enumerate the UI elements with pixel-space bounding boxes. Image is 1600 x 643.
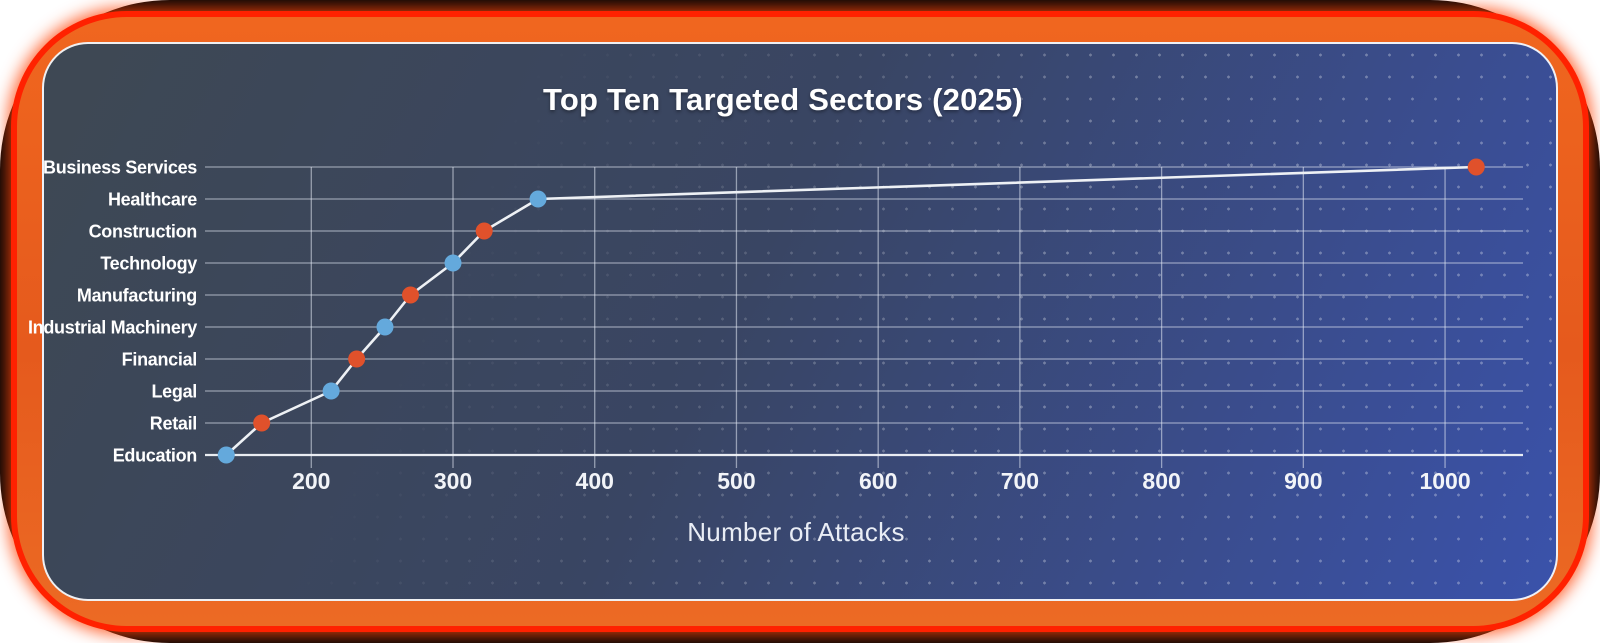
- x-tick-label-1000: 1000: [1419, 468, 1470, 494]
- x-tick-label-500: 500: [717, 468, 755, 494]
- x-tick-label-800: 800: [1142, 468, 1180, 494]
- chart-card: [42, 42, 1558, 601]
- data-point-technology: [444, 254, 462, 272]
- y-axis-label-8: Retail: [150, 414, 197, 434]
- dot-pattern-background: [44, 44, 1556, 599]
- y-axis-label-1: Healthcare: [108, 190, 197, 210]
- y-axis-label-9: Education: [113, 446, 197, 466]
- y-axis-label-6: Financial: [122, 350, 197, 370]
- x-tick-label-700: 700: [1001, 468, 1039, 494]
- data-point-legal: [322, 382, 340, 400]
- y-axis-label-5: Industrial Machinery: [28, 318, 197, 338]
- data-point-industrial-machinery: [376, 318, 394, 336]
- x-tick-label-200: 200: [292, 468, 330, 494]
- x-tick-label-300: 300: [434, 468, 472, 494]
- data-point-manufacturing: [401, 286, 419, 304]
- x-axis-title: Number of Attacks: [687, 517, 905, 547]
- data-point-business-services: [1467, 158, 1485, 176]
- data-point-financial: [348, 350, 366, 368]
- x-tick-label-900: 900: [1284, 468, 1322, 494]
- y-axis-label-0: Business Services: [43, 158, 197, 178]
- x-tick-label-600: 600: [859, 468, 897, 494]
- data-point-retail: [253, 414, 271, 432]
- chart-title: Top Ten Targeted Sectors (2025): [543, 82, 1023, 117]
- y-axis-label-4: Manufacturing: [77, 286, 197, 306]
- data-point-healthcare: [529, 190, 547, 208]
- y-axis-label-2: Construction: [89, 222, 197, 242]
- y-axis-label-3: Technology: [100, 254, 197, 274]
- data-point-education: [217, 446, 235, 464]
- y-axis-label-7: Legal: [151, 382, 197, 402]
- x-tick-label-400: 400: [576, 468, 614, 494]
- series-line: [225, 165, 1477, 456]
- data-point-construction: [475, 222, 493, 240]
